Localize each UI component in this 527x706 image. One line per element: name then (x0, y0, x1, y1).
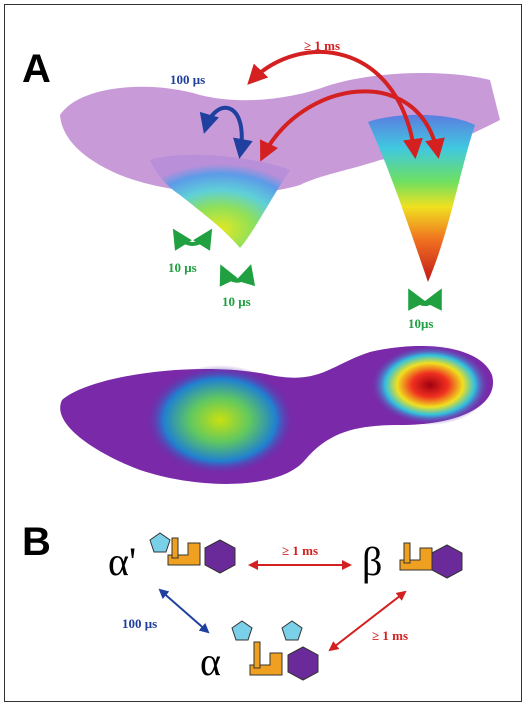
panel-label: B (22, 520, 51, 564)
rate-label: 10 μs (222, 294, 251, 309)
arrow (160, 590, 208, 632)
rate-label: ≥ 1 ms (282, 543, 318, 558)
rate-label: 100 μs (122, 616, 157, 631)
rate-label: 10μs (408, 316, 433, 331)
right-funnel (368, 115, 475, 282)
rate-label: ≥ 1 ms (372, 628, 408, 643)
protein-icon (400, 543, 462, 578)
state-label: α (200, 639, 221, 684)
protein-icon (232, 621, 318, 680)
rate-label: 10 μs (168, 260, 197, 275)
panel-label: A (22, 47, 51, 91)
figure: A ≥ 1 ms 100 μs 10 μs 10 μs 10μs B α' β … (0, 0, 527, 706)
basin (370, 345, 490, 425)
rate-label: ≥ 1 ms (304, 38, 340, 53)
arrow (410, 292, 440, 304)
arrow (222, 268, 250, 281)
arrow (175, 232, 210, 244)
basin (145, 365, 295, 475)
state-label: β (362, 539, 382, 584)
rate-label: 100 μs (170, 72, 205, 87)
left-funnel (150, 155, 290, 248)
state-label: α' (108, 539, 136, 584)
protein-icon (150, 533, 235, 573)
